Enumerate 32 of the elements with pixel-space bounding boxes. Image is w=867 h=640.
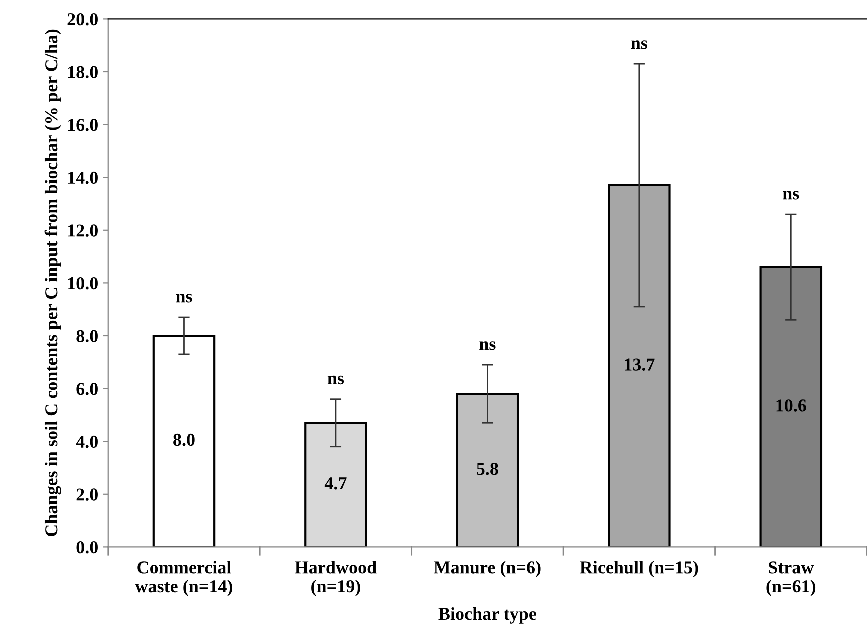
annotation: ns <box>328 376 344 385</box>
y-tick-label: 18.0 <box>68 66 98 79</box>
y-tick-label: 14.0 <box>68 172 98 184</box>
data-label: 13.7 <box>625 358 655 371</box>
data-label: 8.0 <box>174 434 195 446</box>
y-tick-label: 8.0 <box>76 330 98 343</box>
y-tick-label: 12.0 <box>68 224 98 237</box>
y-tick-label: 20.0 <box>68 13 98 26</box>
data-label: 4.7 <box>324 478 347 490</box>
annotation: ns <box>176 294 192 303</box>
bar <box>152 334 216 548</box>
bar <box>304 422 368 548</box>
annotation: ns <box>480 342 496 350</box>
annotation: ns <box>631 40 648 50</box>
data-label: 5.8 <box>477 462 498 476</box>
x-tick-label: Ricehull (n=15) <box>580 561 698 578</box>
data-label: 10.6 <box>776 400 806 412</box>
y-tick-label: 6.0 <box>76 383 98 396</box>
x-tick-label: Straw (n=61) <box>766 562 816 596</box>
y-tick-label: 0.0 <box>76 541 98 554</box>
y-tick-label: 10.0 <box>68 277 98 290</box>
x-axis-title: Biochar type <box>438 607 536 624</box>
y-tick-label: 16.0 <box>68 119 98 132</box>
bar <box>456 393 520 548</box>
x-tick-label: Manure (n=6) <box>434 561 541 578</box>
y-axis-title: Changes in soil C contents per C input from biochar (% per C/ha) <box>44 30 62 536</box>
x-tick-label: Commercial waste (n=14) <box>135 561 232 596</box>
y-tick-label: 2.0 <box>76 488 98 501</box>
y-tick-label: 4.0 <box>76 436 98 448</box>
x-tick-label: Hardwood (n=19) <box>295 561 377 596</box>
annotation: ns <box>783 191 800 200</box>
bar <box>608 184 671 548</box>
